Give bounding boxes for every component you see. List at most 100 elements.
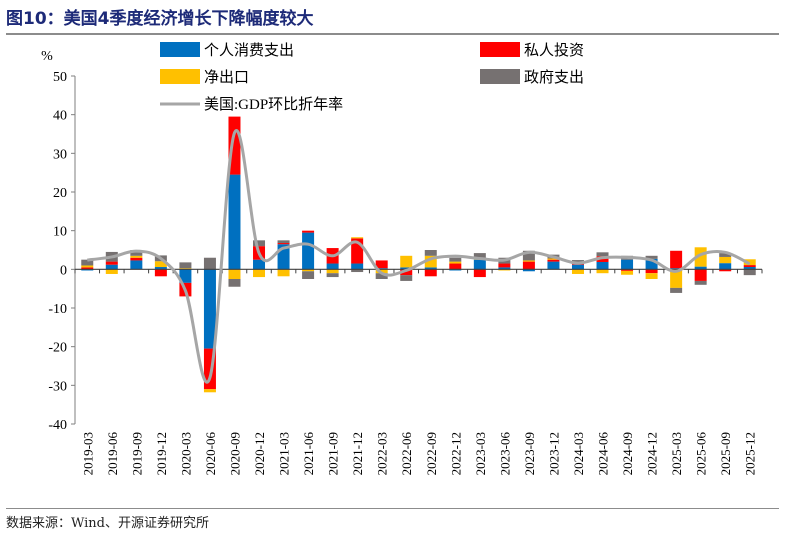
bar-segment xyxy=(154,267,167,270)
bar-segment xyxy=(719,263,732,270)
y-tick-label: -20 xyxy=(48,341,67,356)
bar-segment xyxy=(375,269,388,274)
y-tick-label: 20 xyxy=(53,186,67,201)
bar-segment xyxy=(743,259,756,266)
bar-segment xyxy=(375,273,388,279)
title-divider xyxy=(6,33,779,35)
bar-segment xyxy=(719,253,732,257)
bar-segment xyxy=(130,257,143,261)
bar-segment xyxy=(277,243,290,245)
bar-segment xyxy=(596,269,609,274)
legend-swatch xyxy=(160,69,200,84)
bar-segment xyxy=(326,273,339,278)
y-tick-label: -30 xyxy=(48,379,67,394)
bar-segment xyxy=(400,255,413,268)
bar-segment xyxy=(547,261,560,270)
gdp-line xyxy=(87,128,751,384)
bar-segment xyxy=(277,240,290,244)
y-tick-label: 30 xyxy=(53,147,67,162)
bar-segment xyxy=(424,250,437,256)
x-tick-label: 2022-06 xyxy=(399,432,414,476)
x-tick-label: 2019-09 xyxy=(129,432,144,475)
legend-label: 净出口 xyxy=(204,69,249,86)
y-tick-label: -40 xyxy=(48,418,67,433)
bar-segment xyxy=(571,264,584,270)
x-tick-label: 2022-09 xyxy=(424,432,439,475)
bar-segment xyxy=(154,269,167,277)
bar-segment xyxy=(302,271,315,279)
x-tick-label: 2022-12 xyxy=(448,432,463,475)
bar-segment xyxy=(743,269,756,276)
bar-segment xyxy=(473,269,486,278)
bar-segment xyxy=(670,287,683,293)
x-tick-label: 2023-03 xyxy=(473,432,488,475)
x-tick-label: 2025-09 xyxy=(718,432,733,475)
chart-title: 图10：美国4季度经济增长下降幅度较大 xyxy=(6,9,314,29)
bar-segment xyxy=(400,275,413,281)
bar-segment xyxy=(473,259,486,270)
bar-segment xyxy=(522,260,535,262)
y-tick-label: 40 xyxy=(53,109,67,124)
y-tick-label: -10 xyxy=(48,302,67,317)
bar-segment xyxy=(179,262,192,269)
x-tick-label: 2021-06 xyxy=(301,432,316,476)
source-divider xyxy=(6,508,779,509)
bar-segment xyxy=(179,269,192,283)
bar-segment xyxy=(400,267,413,270)
bar-segment xyxy=(228,279,241,287)
bar-segment xyxy=(228,174,241,270)
chart: -40 -30 -20 -10 0 10 20 30 40 50% 2019-03 2019-06 20… xyxy=(41,42,763,476)
bar-segment xyxy=(670,269,683,288)
bar-segment xyxy=(719,269,732,272)
bar-segment xyxy=(621,269,634,271)
legend-label: 美国:GDP环比折年率 xyxy=(204,96,343,113)
bar-segment xyxy=(228,269,241,279)
x-tick-label: 2025-03 xyxy=(669,432,684,475)
bar-segment xyxy=(351,269,364,273)
bar-segment xyxy=(498,267,511,270)
bar-segment xyxy=(645,258,658,270)
x-tick-label: 2020-03 xyxy=(178,432,193,475)
x-tick-label: 2023-12 xyxy=(546,432,561,475)
bar-segment xyxy=(253,269,266,278)
x-tick-label: 2025-06 xyxy=(694,432,709,476)
bar-segment xyxy=(449,261,462,264)
x-tick-label: 2019-12 xyxy=(154,432,169,475)
x-tick-label: 2023-06 xyxy=(497,432,512,476)
bar-segment xyxy=(351,237,364,239)
bar-segment xyxy=(130,250,143,256)
bar-segment xyxy=(645,255,658,259)
bar-segment xyxy=(203,269,216,349)
legend-label: 个人消费支出 xyxy=(204,42,294,59)
bar-segment xyxy=(547,259,560,262)
bar-segment xyxy=(105,261,118,265)
x-tick-label: 2019-06 xyxy=(105,432,120,476)
bar-segment xyxy=(81,259,94,266)
x-tick-label: 2021-03 xyxy=(277,432,292,475)
x-tick-label: 2024-03 xyxy=(571,432,586,475)
bar-segment xyxy=(302,232,315,270)
bar-segment xyxy=(596,252,609,257)
legend-label: 私人投资 xyxy=(524,42,584,59)
x-tick-label: 2020-09 xyxy=(227,432,242,475)
bar-segment xyxy=(498,263,511,268)
x-tick-label: 2021-09 xyxy=(326,432,341,475)
x-tick-label: 2025-12 xyxy=(743,432,758,475)
bar-segment xyxy=(130,260,143,270)
x-tick-label: 2024-06 xyxy=(596,432,611,476)
bar-segment xyxy=(277,269,290,277)
bar-segment xyxy=(449,263,462,270)
bar-segment xyxy=(645,269,658,274)
x-tick-label: 2024-09 xyxy=(620,432,635,475)
y-axis-label: % xyxy=(41,49,53,64)
bar-segment xyxy=(424,267,437,270)
y-tick-label: 0 xyxy=(60,263,67,278)
bar-segment xyxy=(547,258,560,260)
x-tick-label: 2019-03 xyxy=(80,432,95,475)
bar-segment xyxy=(105,269,118,274)
bar-segment xyxy=(743,265,756,268)
bar-segment xyxy=(719,256,732,264)
x-tick-label: 2022-03 xyxy=(375,432,390,475)
source-note: 数据来源：Wind、开源证券研究所 xyxy=(6,516,209,531)
bar-segment xyxy=(253,259,266,270)
